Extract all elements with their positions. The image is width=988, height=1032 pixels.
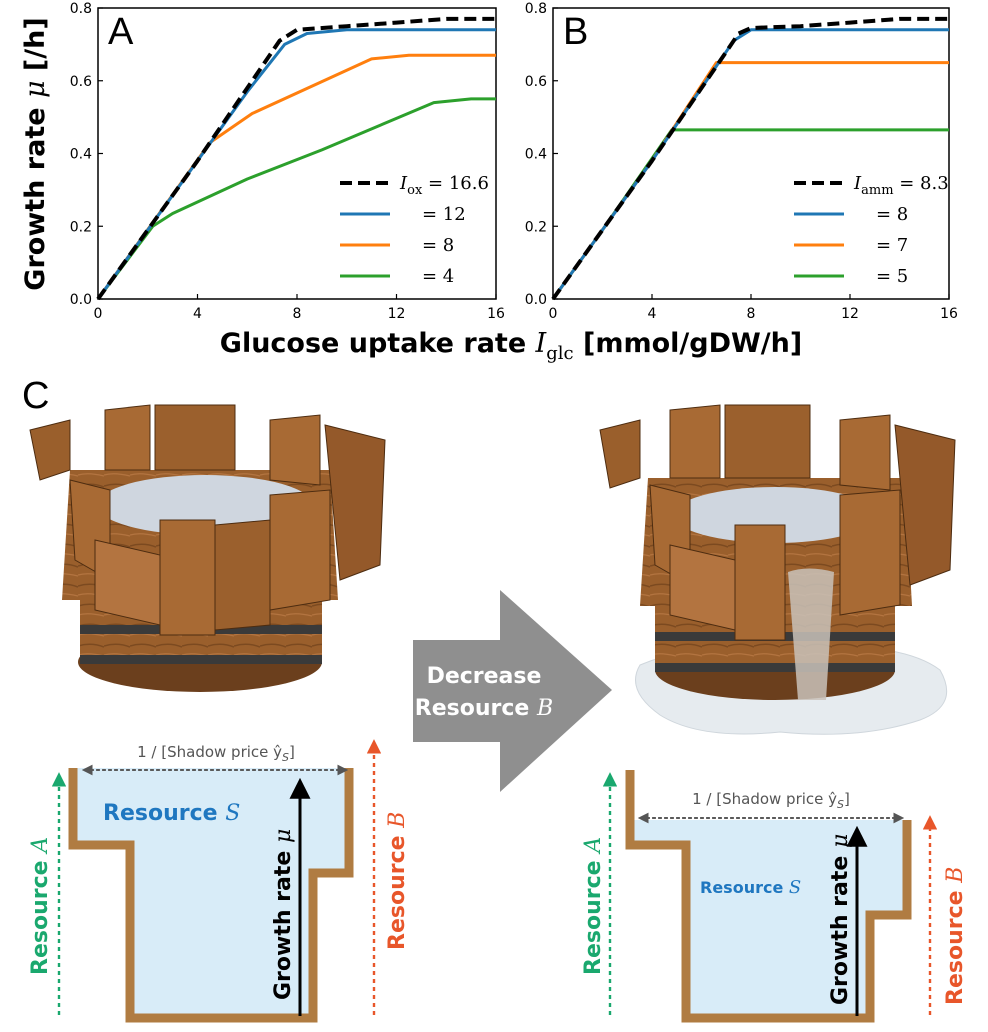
panel-b-legend-label-1: Iamm = 8.3: [853, 173, 949, 198]
resource-b-label-right: Resource B: [943, 867, 968, 1005]
panel-b-legend: Iamm = 8.3 = 8 = 7 = 5: [794, 173, 949, 287]
barrel-leaking-illustration: [599, 404, 956, 735]
panel-b-ytick-label: 0.6: [525, 74, 547, 90]
x-axis-label: Glucose uptake rate Iglc [mmol/gDW/h]: [220, 328, 802, 366]
panel-b-ytick-label: 0.8: [525, 1, 547, 17]
y-axis-label: Growth rate μ [/h]: [20, 17, 51, 290]
decrease-resource-arrow: Decrease Resource B: [413, 590, 612, 792]
panel-a-series-line-2: [96, 28, 496, 300]
panel-a: 0 4 8 12 16 0.0 0.2 0.4 0.6 0.8 A Iox = 16.6 = 12 =…: [70, 1, 505, 322]
panel-b-ytick-label: 0.0: [525, 292, 547, 308]
panel-b-ytick-label: 0.2: [525, 219, 547, 235]
bucket-diagram-left: 1 / [Shadow price ŷS] Resource S Growth …: [28, 739, 410, 1023]
panel-a-series-line-4: [96, 97, 496, 300]
panel-b-legend-label-4: = 5: [876, 266, 908, 287]
panel-b-legend-label-2: = 8: [876, 204, 908, 225]
panel-a-legend: Iox = 16.6 = 12 = 8 = 4: [340, 173, 489, 287]
panel-b-ticks: 0 4 8 12 16 0.0 0.2 0.4 0.6 0.8: [525, 1, 958, 322]
resource-s-label-right: Resource S: [700, 877, 801, 898]
panel-b-series-line-3: [551, 61, 949, 300]
resource-a-label-left: Resource A: [28, 837, 53, 975]
panel-a-legend-label-1: Iox = 16.6: [399, 173, 489, 198]
panel-a-letter: A: [108, 11, 134, 53]
panel-a-legend-label-2: = 12: [422, 204, 466, 225]
panel-b-xtick-label: 12: [841, 306, 859, 322]
bucket-diagram-right: 1 / [Shadow price ŷS] Resource S Growth …: [581, 770, 968, 1023]
panel-a-ytick-label: 0.6: [70, 74, 92, 90]
panel-b-xtick-label: 8: [747, 306, 756, 322]
barrel-full-illustration: [29, 404, 386, 692]
panel-a-ytick-label: 0.0: [70, 292, 92, 308]
arrow-label-line2: Resource B: [415, 696, 553, 721]
arrow-label-line1: Decrease: [427, 664, 542, 689]
panel-a-legend-label-4: = 4: [422, 266, 454, 287]
growth-rate-label-right: Growth rate μ: [828, 834, 853, 1005]
panel-b: 0 4 8 12 16 0.0 0.2 0.4 0.6 0.8 B Iamm = 8.3 = 8 = …: [525, 1, 958, 322]
panel-a-series-line-1: [96, 16, 496, 301]
panel-b-legend-label-3: = 7: [876, 235, 908, 256]
resource-b-label-left: Resource B: [385, 812, 410, 950]
resource-a-label-right: Resource A: [581, 837, 606, 975]
panel-a-ytick-label: 0.8: [70, 1, 92, 17]
panel-a-xtick-label: 0: [94, 306, 103, 322]
panel-b-series-line-2: [551, 28, 949, 300]
shadow-price-label-left: 1 / [Shadow price ŷS]: [137, 743, 295, 764]
resource-s-label-left: Resource S: [103, 801, 240, 826]
panel-b-xtick-label: 0: [549, 306, 558, 322]
panel-b-xtick-label: 4: [648, 306, 657, 322]
growth-rate-label-left: Growth rate μ: [271, 829, 296, 1000]
panel-a-xtick-label: 12: [388, 306, 406, 322]
panel-b-letter: B: [563, 11, 588, 53]
panel-b-ytick-label: 0.4: [525, 147, 547, 163]
panel-a-xtick-label: 16: [487, 306, 505, 322]
panel-a-ticks: 0 4 8 12 16 0.0 0.2 0.4 0.6 0.8: [70, 1, 505, 322]
panel-b-series-line-1: [551, 16, 949, 301]
panel-b-series: [551, 16, 949, 301]
panel-c-letter: C: [22, 375, 49, 417]
panel-a-xtick-label: 8: [293, 306, 302, 322]
panel-a-ytick-label: 0.2: [70, 219, 92, 235]
panel-b-xtick-label: 16: [940, 306, 958, 322]
panel-a-series: [96, 16, 496, 301]
panel-a-ytick-label: 0.4: [70, 147, 92, 163]
shadow-price-label-right: 1 / [Shadow price ŷS]: [692, 790, 850, 811]
panel-a-xtick-label: 4: [193, 306, 202, 322]
panel-a-legend-label-3: = 8: [422, 235, 454, 256]
